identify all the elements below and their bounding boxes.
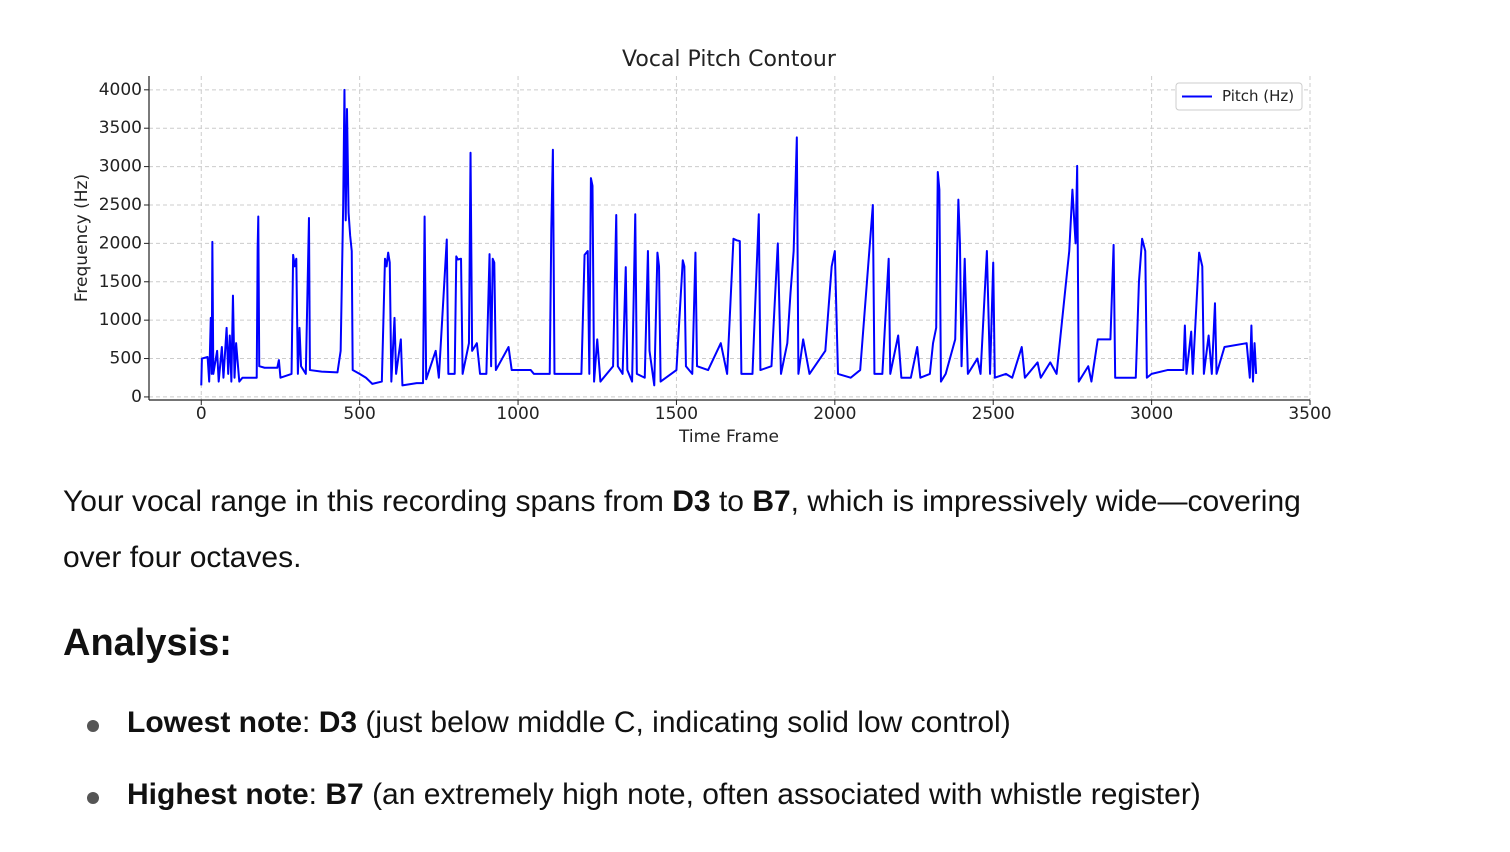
term: Lowest note [127, 706, 303, 739]
x-tick-label: 2000 [813, 404, 856, 424]
note: B7 [325, 778, 364, 811]
note: D3 [318, 706, 358, 739]
x-tick-label: 500 [343, 404, 375, 424]
list-item: Highest note: B7 (an extremely high note… [127, 778, 1201, 812]
text: to [718, 485, 744, 518]
x-tick-label: 3000 [1130, 404, 1173, 424]
note: B7 [752, 485, 791, 518]
text: Your vocal range in this recording spans… [63, 485, 664, 518]
x-axis-label: Time Frame [678, 427, 779, 447]
legend-label: Pitch (Hz) [1222, 87, 1294, 105]
y-axis-label: Frequency (Hz) [72, 174, 92, 302]
text: , which is impressively wide—covering ov… [63, 485, 1301, 574]
y-tick-label: 3500 [99, 118, 142, 138]
x-tick-label: 2500 [972, 404, 1015, 424]
bullet [87, 792, 99, 804]
note: D3 [672, 485, 711, 518]
y-tick-label: 2500 [99, 195, 142, 215]
y-tick-label: 1000 [99, 310, 142, 330]
x-tick-label: 1000 [496, 404, 539, 424]
detail: (just below middle C, indicating solid l… [365, 706, 1011, 739]
y-tick-label: 0 [131, 387, 142, 407]
pitch-line [200, 88, 1258, 387]
detail: (an extremely high note, often associate… [372, 778, 1201, 811]
y-tick-label: 500 [110, 349, 142, 369]
list-item: Lowest note: D3 (just below middle C, in… [127, 706, 1011, 740]
punct: : [308, 778, 318, 811]
y-tick-label: 4000 [99, 80, 142, 100]
x-tick-label: 3500 [1288, 404, 1331, 424]
heading: Analysis: [63, 622, 232, 664]
bullet [87, 720, 99, 732]
y-tick-label: 2000 [99, 233, 142, 253]
term: Highest note [127, 778, 309, 811]
x-tick-label: 0 [196, 404, 207, 424]
y-tick-label: 3000 [99, 157, 142, 177]
y-tick-label: 1500 [99, 272, 142, 292]
chart: Vocal Pitch Contour Time Frame Frequency… [72, 47, 1332, 447]
punct: : [302, 706, 311, 739]
legend-box [1175, 82, 1303, 111]
x-tick-label: 1500 [655, 404, 698, 424]
summary-paragraph: Your vocal range in this recording spans… [63, 474, 1313, 586]
chart-title: Vocal Pitch Contour [622, 47, 837, 72]
